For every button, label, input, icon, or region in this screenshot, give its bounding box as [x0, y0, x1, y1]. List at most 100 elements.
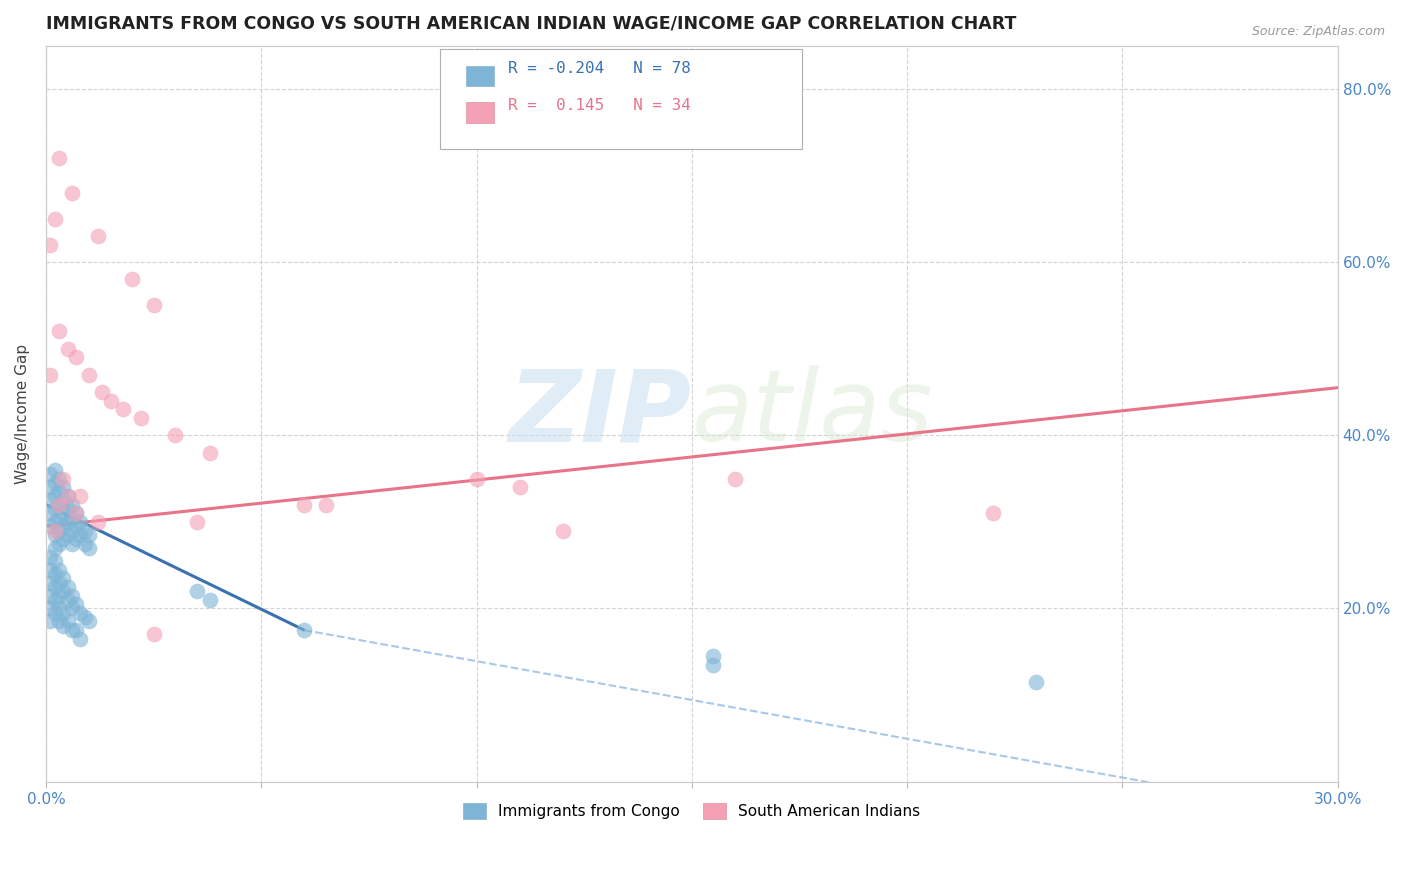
- Point: [509, 480, 531, 494]
- Point: [65, 351, 87, 365]
- Point: [198, 445, 221, 459]
- Point: [73, 524, 96, 538]
- Point: [77, 615, 100, 629]
- Text: IMMIGRANTS FROM CONGO VS SOUTH AMERICAN INDIAN WAGE/INCOME GAP CORRELATION CHART: IMMIGRANTS FROM CONGO VS SOUTH AMERICAN …: [46, 15, 1017, 33]
- Point: [60, 498, 83, 512]
- Point: [73, 536, 96, 550]
- Point: [48, 151, 70, 165]
- Point: [91, 384, 114, 399]
- Point: [142, 627, 165, 641]
- Point: [60, 536, 83, 550]
- Point: [48, 472, 70, 486]
- Point: [65, 597, 87, 611]
- Point: [60, 589, 83, 603]
- Point: [39, 237, 62, 252]
- Text: R =  0.145   N = 34: R = 0.145 N = 34: [509, 98, 692, 112]
- FancyBboxPatch shape: [465, 65, 494, 87]
- Point: [56, 342, 79, 356]
- Point: [48, 601, 70, 615]
- Point: [56, 515, 79, 529]
- Point: [44, 541, 66, 555]
- Point: [69, 528, 91, 542]
- Point: [292, 623, 315, 637]
- Point: [52, 519, 75, 533]
- Point: [56, 502, 79, 516]
- Point: [48, 498, 70, 512]
- Point: [702, 657, 724, 672]
- Point: [52, 480, 75, 494]
- Point: [702, 649, 724, 664]
- Point: [52, 606, 75, 620]
- Point: [48, 484, 70, 499]
- Point: [44, 502, 66, 516]
- Point: [39, 575, 62, 590]
- Point: [60, 623, 83, 637]
- Point: [77, 368, 100, 382]
- Point: [39, 549, 62, 564]
- Point: [60, 601, 83, 615]
- Point: [69, 489, 91, 503]
- Point: [52, 619, 75, 633]
- Point: [724, 472, 747, 486]
- Point: [1025, 675, 1047, 690]
- Point: [52, 571, 75, 585]
- Point: [65, 506, 87, 520]
- Point: [86, 515, 108, 529]
- Point: [69, 632, 91, 646]
- Point: [60, 186, 83, 200]
- Point: [52, 584, 75, 599]
- Point: [86, 229, 108, 244]
- Point: [48, 524, 70, 538]
- Point: [69, 515, 91, 529]
- Point: [73, 610, 96, 624]
- Point: [56, 615, 79, 629]
- Point: [465, 472, 488, 486]
- Text: atlas: atlas: [692, 365, 934, 462]
- Text: R = -0.204   N = 78: R = -0.204 N = 78: [509, 61, 692, 76]
- Point: [981, 506, 1004, 520]
- Point: [65, 623, 87, 637]
- Point: [48, 510, 70, 524]
- Point: [39, 615, 62, 629]
- Point: [48, 575, 70, 590]
- Point: [44, 606, 66, 620]
- Point: [186, 515, 208, 529]
- Point: [60, 510, 83, 524]
- Point: [112, 402, 135, 417]
- Point: [44, 528, 66, 542]
- Point: [100, 393, 122, 408]
- FancyBboxPatch shape: [465, 103, 494, 123]
- Point: [44, 580, 66, 594]
- Point: [48, 325, 70, 339]
- Point: [44, 524, 66, 538]
- Point: [39, 601, 62, 615]
- Point: [39, 589, 62, 603]
- Point: [121, 272, 143, 286]
- Point: [56, 580, 79, 594]
- Point: [48, 589, 70, 603]
- Point: [292, 498, 315, 512]
- Point: [48, 562, 70, 576]
- Point: [39, 368, 62, 382]
- Point: [52, 506, 75, 520]
- Point: [52, 493, 75, 508]
- Point: [48, 615, 70, 629]
- Legend: Immigrants from Congo, South American Indians: Immigrants from Congo, South American In…: [456, 796, 928, 827]
- Point: [142, 298, 165, 312]
- Point: [65, 506, 87, 520]
- Point: [44, 592, 66, 607]
- Y-axis label: Wage/Income Gap: Wage/Income Gap: [15, 343, 30, 483]
- Point: [60, 524, 83, 538]
- Point: [165, 428, 187, 442]
- Point: [48, 498, 70, 512]
- Point: [39, 519, 62, 533]
- Point: [39, 480, 62, 494]
- Point: [44, 211, 66, 226]
- Point: [44, 566, 66, 581]
- Point: [39, 562, 62, 576]
- Point: [44, 463, 66, 477]
- Point: [77, 528, 100, 542]
- Point: [48, 536, 70, 550]
- Point: [52, 472, 75, 486]
- Point: [56, 489, 79, 503]
